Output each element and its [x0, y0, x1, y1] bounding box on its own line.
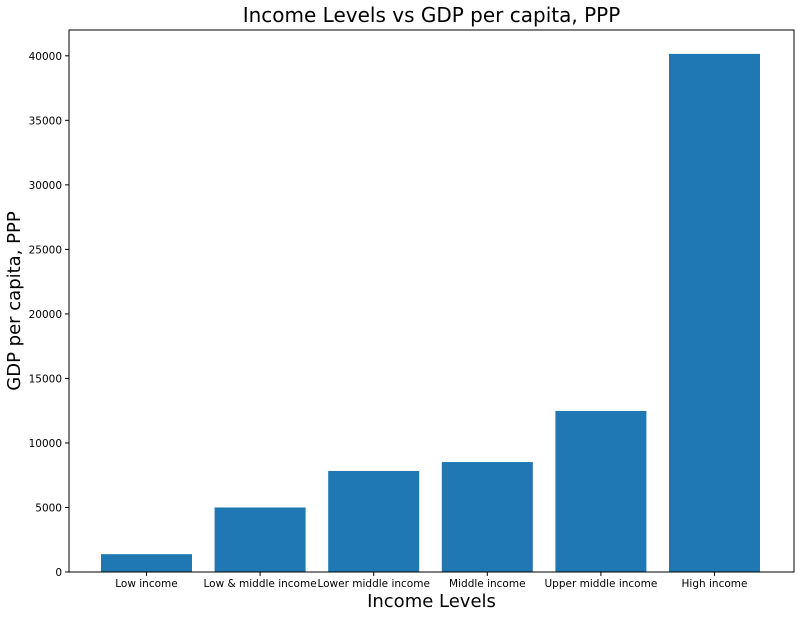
x-axis-ticks: Low income Low & middle income Lower middl…: [115, 572, 747, 590]
y-tick-label: 35000: [29, 115, 62, 127]
x-tick-label: Lower middle income: [317, 578, 429, 590]
bar: [328, 470, 420, 572]
bar: [214, 507, 306, 572]
plot-frame: [68, 29, 795, 573]
x-tick-label: Low & middle income: [203, 578, 316, 590]
y-tick-label: 25000: [29, 244, 62, 256]
y-tick-label: 20000: [29, 309, 62, 321]
bar: [101, 554, 192, 572]
y-tick-label: 5000: [35, 502, 62, 514]
chart-title: Income Levels vs GDP per capita, PPP: [243, 3, 621, 27]
y-tick-label: 0: [55, 567, 62, 579]
y-tick-label: 15000: [29, 373, 62, 385]
x-tick-label: High income: [682, 578, 748, 590]
bar: [669, 53, 760, 573]
bar: [441, 462, 533, 572]
x-tick-label: Middle income: [449, 578, 525, 590]
x-axis-label: Income Levels: [367, 591, 496, 612]
bar: [555, 410, 647, 572]
bars-layer: [101, 53, 760, 573]
y-tick-label: 30000: [29, 180, 62, 192]
x-tick-label: Upper middle income: [545, 578, 658, 590]
x-tick-label: Low income: [115, 578, 177, 590]
y-axis-label: GDP per capita, PPP: [4, 211, 25, 391]
y-tick-label: 40000: [29, 51, 62, 63]
y-axis-ticks: 0 5000 10000 15000 20000 25000 30000 35000 40000: [29, 51, 69, 579]
y-tick-label: 10000: [29, 438, 62, 450]
